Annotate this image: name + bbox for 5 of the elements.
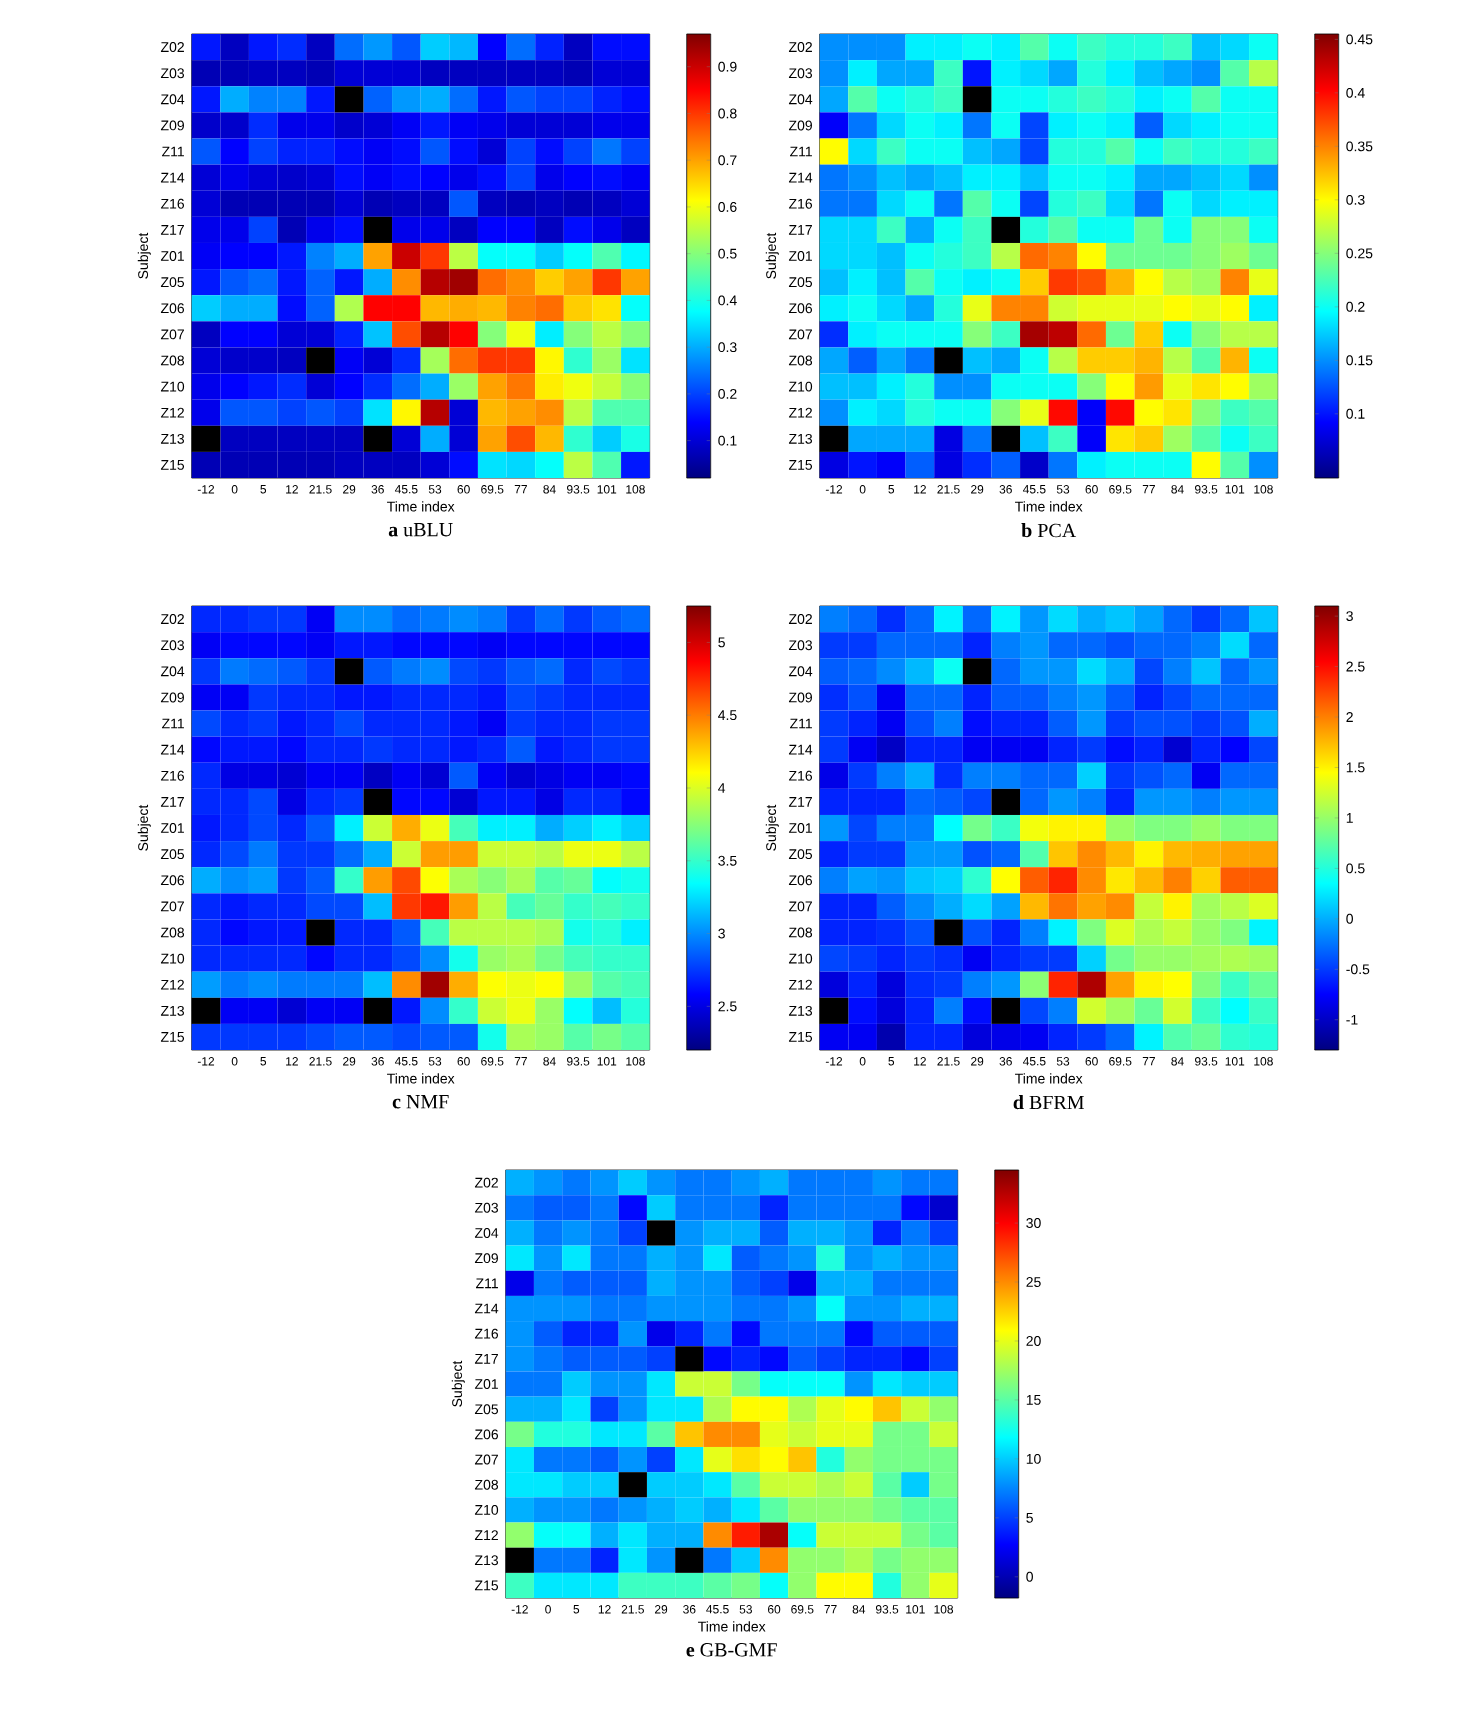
text: d BFRM xyxy=(1013,1095,1085,1110)
text: a uBLU xyxy=(388,523,453,537)
text: b PCA xyxy=(1021,523,1077,538)
text: e GB-GMF xyxy=(686,1643,777,1657)
text: c NMF xyxy=(392,1095,449,1109)
